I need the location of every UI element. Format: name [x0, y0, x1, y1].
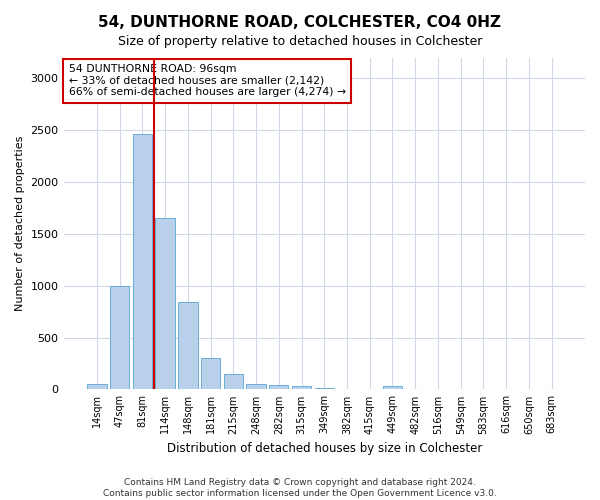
Bar	[314, 388, 334, 390]
Bar	[87, 384, 107, 390]
Text: Contains HM Land Registry data © Crown copyright and database right 2024.
Contai: Contains HM Land Registry data © Crown c…	[103, 478, 497, 498]
Bar	[247, 384, 266, 390]
Y-axis label: Number of detached properties: Number of detached properties	[15, 136, 25, 311]
Bar	[201, 358, 220, 390]
Bar	[133, 134, 152, 390]
Bar	[110, 286, 130, 390]
Bar	[269, 385, 289, 390]
Text: Size of property relative to detached houses in Colchester: Size of property relative to detached ho…	[118, 35, 482, 48]
X-axis label: Distribution of detached houses by size in Colchester: Distribution of detached houses by size …	[167, 442, 482, 455]
Bar	[224, 374, 243, 390]
Bar	[178, 302, 197, 390]
Bar	[155, 218, 175, 390]
Text: 54, DUNTHORNE ROAD, COLCHESTER, CO4 0HZ: 54, DUNTHORNE ROAD, COLCHESTER, CO4 0HZ	[98, 15, 502, 30]
Bar	[383, 386, 402, 390]
Text: 54 DUNTHORNE ROAD: 96sqm
← 33% of detached houses are smaller (2,142)
66% of sem: 54 DUNTHORNE ROAD: 96sqm ← 33% of detach…	[69, 64, 346, 98]
Bar	[292, 386, 311, 390]
